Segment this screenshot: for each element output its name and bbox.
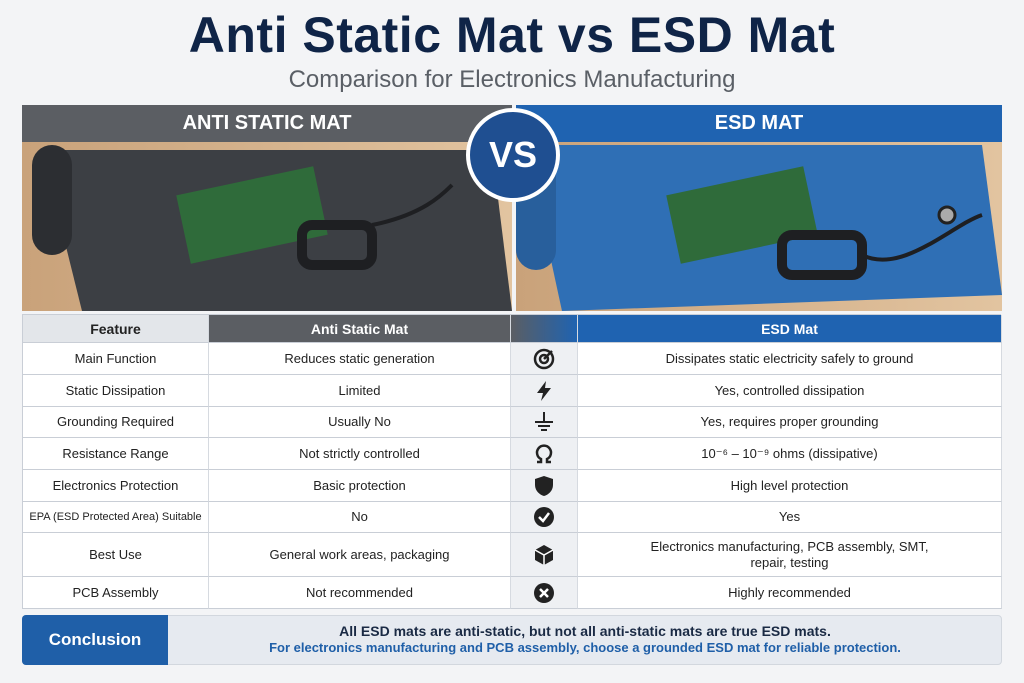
left-panel-label: ANTI STATIC MAT [182,112,352,134]
header-cell: Feature [23,315,209,343]
feature-cell: Main Function [23,343,209,375]
anti-static-cell: No [209,502,511,533]
feature-cell: Electronics Protection [23,470,209,502]
vs-badge: VS [488,134,538,175]
header-cell [511,315,578,343]
comparison-table: Feature Anti Static Mat ESD Mat Main Functi… [22,314,1002,609]
right-panel-label: ESD MAT [714,112,804,134]
esd-cell: Yes, requires proper grounding [578,407,1002,438]
esd-cell: Yes [578,502,1002,533]
title: Anti Static Mat vs ESD Mat [188,7,836,63]
anti-static-cell: Reduces static generation [209,343,511,375]
feature-cell: Best Use [23,533,209,577]
anti-static-cell: Limited [209,375,511,407]
anti-static-cell: Usually No [209,407,511,438]
subtitle: Comparison for Electronics Manufacturing [288,66,736,93]
icon [535,443,553,463]
conclusion-line: All ESD mats are anti-static, but not al… [339,623,831,639]
conclusion-box [22,615,1002,665]
esd-cell: High level protection [578,470,1002,502]
conclusion-line: For electronics manufacturing and PCB as… [269,640,901,655]
icon [534,507,554,527]
icon [537,380,551,401]
icon-cell [511,375,578,407]
icon-cell [511,470,578,502]
esd-cell: Dissipates static electricity safely to … [578,343,1002,375]
esd-cell: 10⁻⁶ – 10⁻⁹ ohms (dissipative) [578,438,1002,470]
anti-static-cell: Not strictly controlled [209,438,511,470]
images [22,105,1002,311]
feature-cell: Static Dissipation [23,375,209,407]
icon [534,582,554,603]
anti-static-cell: Not recommended [209,577,511,609]
icon-cell [511,343,578,375]
header-cell: Anti Static Mat [209,315,511,343]
feature-cell: Grounding Required [23,407,209,438]
header-cell: ESD Mat [578,315,1002,343]
icon-cell [511,438,578,470]
icon-cell [511,407,578,438]
anti-static-cell: General work areas, packaging [209,533,511,577]
feature-cell: Resistance Range [23,438,209,470]
icon-cell [511,577,578,609]
icon [534,544,554,565]
esd-cell: Highly recommended [578,577,1002,609]
feature-cell: PCB Assembly [23,577,209,609]
icon-cell [511,502,578,533]
icon-cell [511,533,578,577]
icon [535,412,553,431]
conclusion-label: Conclusion [22,615,168,665]
esd-cell: Yes, controlled dissipation [578,375,1002,407]
esd-cell: Electronics manufacturing, PCB assembly,… [578,533,1002,577]
icon [535,475,553,496]
anti-static-cell: Basic protection [209,470,511,502]
icon [533,348,555,369]
feature-cell: EPA (ESD Protected Area) Suitable [23,502,209,533]
